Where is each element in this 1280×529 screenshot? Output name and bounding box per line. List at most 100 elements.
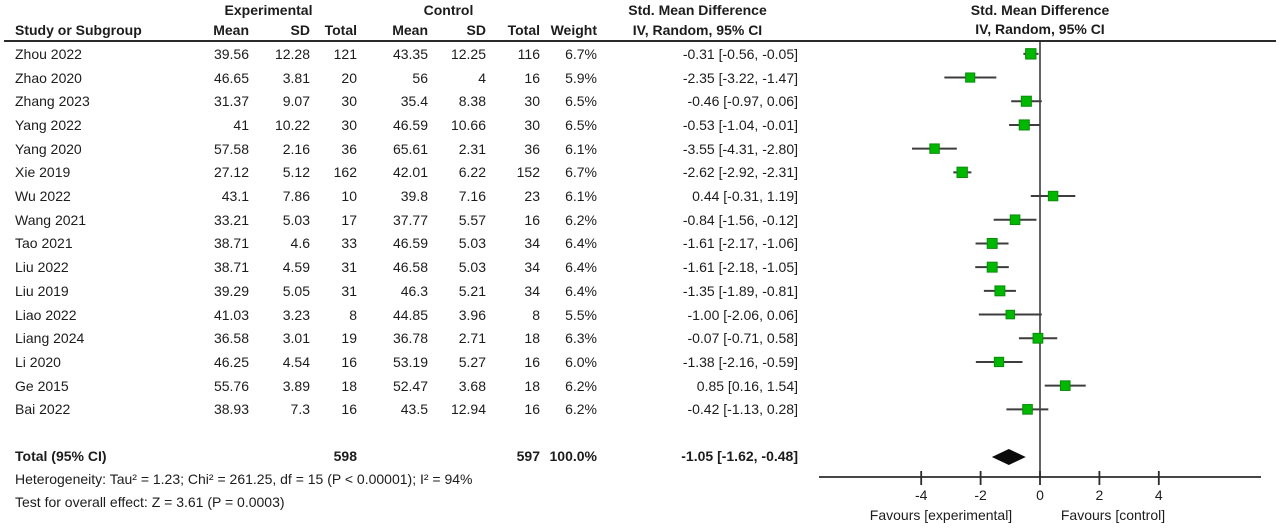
exp-total-value: 121 — [333, 45, 357, 62]
ctl-total-value: 152 — [516, 164, 540, 181]
weight-value: 5.9% — [565, 69, 597, 86]
study-name: Zhou 2022 — [15, 45, 82, 62]
ctl-mean-value: 43.35 — [392, 45, 428, 62]
ctl-sd-value: 12.25 — [450, 45, 486, 62]
exp-sd-value: 4.59 — [282, 259, 310, 276]
weight-value: 6.2% — [565, 211, 597, 228]
smd-group-header: Std. Mean Difference — [628, 2, 767, 18]
exp-sd-value: 5.03 — [282, 211, 310, 228]
total-weight: 100.0% — [549, 448, 597, 464]
exp-total-value: 162 — [333, 164, 357, 181]
heterogeneity-stats: Heterogeneity: Tau² = 1.23; Chi² = 261.2… — [15, 471, 473, 487]
effect-marker — [1022, 404, 1033, 415]
total-row: Total (95% CI) 598 597 100.0% -1.05 [-1.… — [4, 443, 798, 469]
effect-marker — [1009, 214, 1021, 226]
exp-mean-value: 55.76 — [213, 377, 249, 394]
effect-marker — [929, 143, 940, 154]
ci-value: -2.35 [-3.22, -1.47] — [682, 69, 798, 86]
ctl-mean-value: 42.01 — [392, 164, 428, 181]
study-row: Yang 2022 41 10.22 30 46.59 10.66 30 6.5… — [4, 113, 798, 137]
ci-value: -0.46 [-0.97, 0.06] — [687, 93, 798, 110]
total-exp-n: 598 — [333, 448, 357, 464]
weight-value: 6.2% — [565, 377, 597, 394]
weight-value: 6.2% — [565, 401, 597, 418]
ctl-mean-value: 36.78 — [392, 330, 428, 347]
study-name: Yang 2022 — [15, 116, 82, 133]
ctl-total-column-header: Total — [507, 22, 540, 38]
exp-mean-value: 43.1 — [221, 188, 249, 205]
ctl-sd-value: 5.57 — [458, 211, 486, 228]
x-axis-tick-label: -2 — [974, 487, 987, 503]
ctl-sd-value: 4 — [478, 69, 486, 86]
exp-mean-value: 27.12 — [213, 164, 249, 181]
exp-mean-value: 46.25 — [213, 353, 249, 370]
ci-value: -2.62 [-2.92, -2.31] — [682, 164, 798, 181]
study-row: Zhao 2020 46.65 3.81 20 56 4 16 5.9% -2.… — [4, 66, 798, 90]
plot-subtitle: IV, Random, 95% CI — [975, 21, 1105, 37]
ctl-sd-value: 8.38 — [458, 93, 486, 110]
study-row: Li 2020 46.25 4.54 16 53.19 5.27 16 6.0%… — [4, 350, 798, 374]
ctl-mean-value: 37.77 — [392, 211, 428, 228]
table-group-header-row: Experimental Control Std. Mean Differenc… — [4, 0, 798, 20]
ctl-sd-value: 2.71 — [458, 330, 486, 347]
exp-mean-value: 46.65 — [213, 69, 249, 86]
weight-value: 5.5% — [565, 306, 597, 323]
ctl-sd-value: 3.68 — [458, 377, 486, 394]
ci-value: -1.61 [-2.17, -1.06] — [682, 235, 798, 252]
exp-mean-value: 38.71 — [213, 235, 249, 252]
total-diamond — [991, 449, 1026, 465]
ctl-sd-value: 5.03 — [458, 259, 486, 276]
ci-value: -0.84 [-1.56, -0.12] — [682, 211, 798, 228]
study-row: Tao 2021 38.71 4.6 33 46.59 5.03 34 6.4%… — [4, 232, 798, 256]
ci-value: -0.42 [-1.13, 0.28] — [687, 401, 798, 418]
weight-value: 6.4% — [565, 235, 597, 252]
exp-total-value: 31 — [341, 282, 357, 299]
ctl-total-value: 18 — [524, 330, 540, 347]
total-ci: -1.05 [-1.62, -0.48] — [681, 448, 798, 464]
exp-sd-value: 3.23 — [282, 306, 310, 323]
study-name: Wang 2021 — [15, 211, 87, 228]
ctl-mean-value: 53.19 — [392, 353, 428, 370]
ctl-mean-value: 65.61 — [392, 140, 428, 157]
ctl-sd-value: 12.94 — [450, 401, 486, 418]
study-column-header: Study or Subgroup — [15, 22, 142, 38]
ctl-total-value: 16 — [524, 211, 540, 228]
ctl-mean-value: 46.58 — [392, 259, 428, 276]
effect-marker — [965, 72, 976, 83]
exp-total-value: 33 — [341, 235, 357, 252]
ctl-total-value: 34 — [524, 282, 540, 299]
ci-value: -1.38 [-2.16, -0.59] — [682, 353, 798, 370]
ctl-sd-value: 7.16 — [458, 188, 486, 205]
exp-total-value: 17 — [341, 211, 357, 228]
effect-marker — [1005, 309, 1016, 320]
study-name: Yang 2020 — [15, 140, 82, 157]
ctl-mean-column-header: Mean — [392, 22, 428, 38]
exp-total-value: 16 — [341, 401, 357, 418]
ci-value: -1.00 [-2.06, 0.06] — [687, 306, 798, 323]
exp-mean-value: 39.29 — [213, 282, 249, 299]
weight-value: 6.5% — [565, 116, 597, 133]
ctl-mean-value: 52.47 — [392, 377, 428, 394]
study-name: Zhang 2023 — [15, 93, 90, 110]
study-name: Bai 2022 — [15, 401, 71, 418]
study-row: Wang 2021 33.21 5.03 17 37.77 5.57 16 6.… — [4, 208, 798, 232]
ctl-mean-value: 35.4 — [400, 93, 428, 110]
weight-value: 6.5% — [565, 93, 597, 110]
exp-sd-value: 4.6 — [290, 235, 310, 252]
control-group-header: Control — [423, 2, 474, 18]
study-row: Ge 2015 55.76 3.89 18 52.47 3.68 18 6.2%… — [4, 374, 798, 398]
overall-effect-stats: Test for overall effect: Z = 3.61 (P = 0… — [15, 494, 285, 510]
study-row: Bai 2022 38.93 7.3 16 43.5 12.94 16 6.2%… — [4, 398, 798, 422]
study-row: Liao 2022 41.03 3.23 8 44.85 3.96 8 5.5%… — [4, 303, 798, 327]
effect-marker — [1020, 95, 1032, 107]
favours-control-label: Favours [control] — [1061, 507, 1165, 523]
x-axis-tick-label: 0 — [1036, 487, 1044, 503]
study-name: Liu 2022 — [15, 259, 69, 276]
study-row: Zhou 2022 39.56 12.28 121 43.35 12.25 11… — [4, 42, 798, 66]
exp-sd-value: 5.05 — [282, 282, 310, 299]
ctl-mean-value: 46.59 — [392, 116, 428, 133]
ctl-sd-value: 2.31 — [458, 140, 486, 157]
effect-marker — [994, 285, 1006, 297]
exp-mean-value: 38.93 — [213, 401, 249, 418]
